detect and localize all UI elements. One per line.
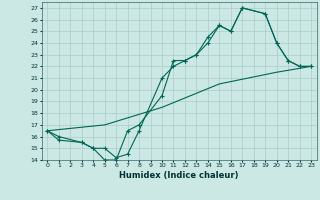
X-axis label: Humidex (Indice chaleur): Humidex (Indice chaleur) bbox=[119, 171, 239, 180]
